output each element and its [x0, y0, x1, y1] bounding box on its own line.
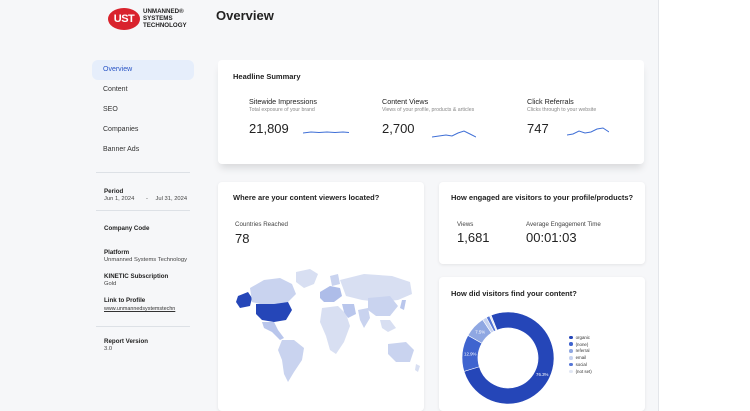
subscription-value: Gold: [104, 281, 117, 287]
sparkline-impressions: [303, 131, 349, 134]
legend-item-organic[interactable]: organic: [569, 334, 592, 341]
legend-label: (none): [575, 341, 589, 347]
metric-subtitle: Total exposure of your brand: [249, 107, 315, 113]
brand-logo-text: UNMANNED® SYSTEMS TECHNOLOGY: [143, 8, 203, 29]
sidebar-divider: [96, 326, 190, 327]
nav-item-seo[interactable]: SEO: [103, 106, 118, 113]
brand-logo-mark: UST: [108, 8, 140, 30]
sidebar-nav: Overview Content SEO Companies Banner Ad…: [92, 60, 194, 160]
donut-slice-label: 76.3%: [536, 372, 549, 377]
world-map[interactable]: [234, 266, 422, 386]
period-value[interactable]: Jun 1, 2024 - Jul 31, 2024: [104, 196, 194, 202]
engagement-time-value: 00:01:03: [526, 230, 577, 245]
subscription-block: KINETIC Subscription Gold: [104, 273, 194, 287]
report-version-block: Report Version 3.0: [104, 338, 194, 352]
company-code-block: Company Code: [104, 225, 194, 232]
sources-title: How did visitors find your content?: [451, 289, 577, 298]
traffic-sources-legend: organic (none) referral email social (no…: [569, 334, 592, 375]
nav-item-banner-ads[interactable]: Banner Ads: [103, 146, 140, 153]
report-version-value: 3.0: [104, 346, 113, 352]
location-title: Where are your content viewers located?: [233, 193, 380, 202]
period-block: Period Jun 1, 2024 - Jul 31, 2024: [104, 188, 194, 202]
location-card: Where are your content viewers located? …: [218, 182, 424, 411]
period-label: Period: [104, 188, 124, 195]
nav-item-overview[interactable]: Overview: [92, 60, 194, 80]
company-code-label: Company Code: [104, 225, 150, 232]
legend-swatch: [569, 369, 573, 374]
legend-item-social[interactable]: social: [569, 361, 592, 368]
donut-slice-notset[interactable]: [489, 314, 498, 331]
engagement-time-label: Average Engagement Time: [526, 221, 601, 228]
donut-slice-label: 7.5%: [475, 330, 485, 335]
brand-logo[interactable]: UST UNMANNED® SYSTEMS TECHNOLOGY: [108, 8, 198, 34]
period-separator: -: [145, 196, 148, 202]
legend-item-not-set[interactable]: (not set): [569, 368, 592, 375]
report-version-label: Report Version: [104, 338, 149, 345]
page-title: Overview: [216, 8, 274, 23]
metric-value: 2,700: [382, 121, 415, 136]
metric-title: Click Referrals: [527, 97, 574, 106]
metric-subtitle: Views of your profile, products & articl…: [382, 107, 475, 113]
platform-label: Platform: [104, 249, 130, 256]
countries-reached-value: 78: [235, 231, 250, 246]
legend-item-none[interactable]: (none): [569, 341, 592, 348]
profile-link[interactable]: www.unmannedsystemstechn: [104, 306, 176, 312]
platform-value: Unmanned Systems Technology: [104, 257, 188, 263]
views-label: Views: [457, 221, 474, 228]
subscription-label: KINETIC Subscription: [104, 273, 169, 280]
sparkline-click-referrals: [567, 127, 609, 136]
nav-item-content[interactable]: Content: [103, 86, 128, 93]
donut-slice-organic[interactable]: [463, 311, 555, 405]
legend-item-email[interactable]: email: [569, 354, 592, 361]
legend-swatch: [569, 335, 573, 340]
platform-block: Platform Unmanned Systems Technology: [104, 249, 194, 263]
metric-value: 21,809: [249, 121, 289, 136]
right-panel: [658, 0, 750, 411]
legend-swatch: [569, 342, 573, 346]
profile-link-label: Link to Profile: [104, 297, 146, 304]
legend-label: social: [575, 362, 587, 368]
nav-item-companies[interactable]: Companies: [103, 126, 139, 133]
profile-link-block: Link to Profile www.unmannedsystemstechn: [104, 297, 194, 312]
metric-content-views: Content Views Views of your profile, pro…: [382, 97, 474, 136]
metric-subtitle: Clicks through to your website: [527, 107, 597, 113]
headline-summary-title: Headline Summary: [233, 72, 301, 81]
metric-value: 747: [527, 121, 549, 136]
legend-label: (not set): [575, 368, 592, 374]
metric-click-referrals: Click Referrals Clicks through to your w…: [527, 97, 596, 136]
sparkline-content-views: [432, 130, 476, 138]
donut-slice-label: 12.9%: [464, 351, 477, 356]
brand-name-line-3: TECHNOLOGY: [143, 21, 187, 29]
engagement-title: How engaged are visitors to your profile…: [451, 193, 634, 202]
countries-reached-label: Countries Reached: [235, 221, 288, 228]
period-end: Jul 31, 2024: [155, 196, 188, 202]
period-start: Jun 1, 2024: [104, 196, 135, 202]
metric-title: Sitewide Impressions: [249, 97, 317, 106]
sidebar-divider: [96, 210, 190, 211]
traffic-sources-donut[interactable]: 76.3% 12.9% 7.5%: [458, 308, 558, 408]
legend-label: organic: [575, 334, 590, 340]
legend-label: referral: [575, 348, 590, 354]
sidebar-divider: [96, 172, 190, 173]
metric-title: Content Views: [382, 97, 429, 106]
engagement-card: How engaged are visitors to your profile…: [439, 182, 645, 264]
legend-swatch: [569, 355, 573, 360]
legend-item-referral[interactable]: referral: [569, 348, 592, 355]
legend-swatch: [569, 362, 573, 367]
sidebar: UST UNMANNED® SYSTEMS TECHNOLOGY Overvie…: [0, 0, 200, 411]
views-value: 1,681: [457, 230, 490, 245]
legend-label: email: [575, 355, 587, 361]
metric-sitewide-impressions: Sitewide Impressions Total exposure of y…: [249, 97, 317, 136]
legend-swatch: [569, 349, 573, 353]
brand-name-line-1: UNMANNED®: [143, 8, 184, 15]
brand-name-line-2: SYSTEMS: [143, 14, 173, 22]
headline-summary-card: Headline Summary Sitewide Impressions To…: [218, 60, 644, 164]
